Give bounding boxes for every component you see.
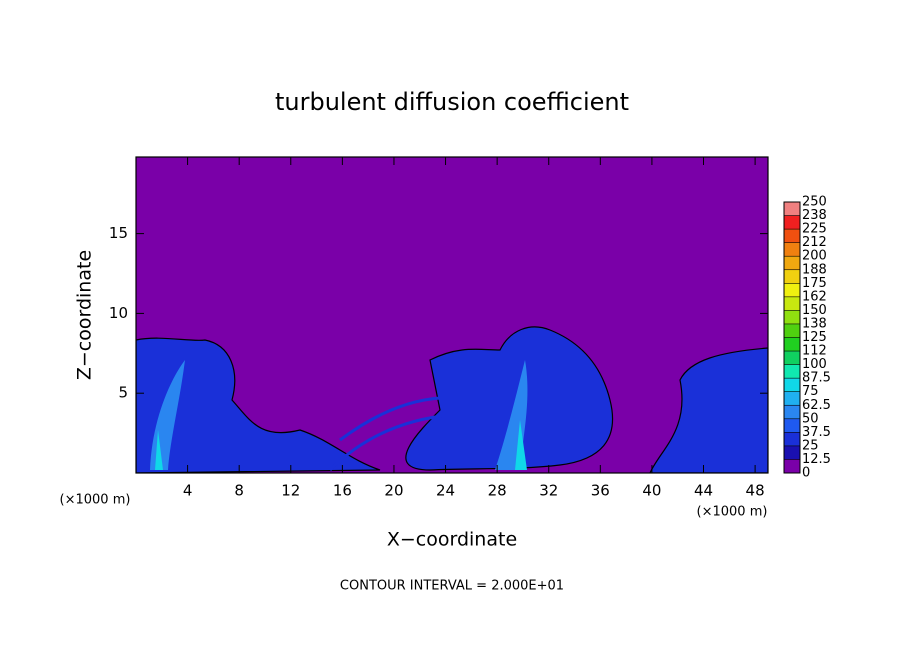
- colorbar-cell: [784, 323, 800, 338]
- x-tick-label: 48: [746, 482, 765, 500]
- x-tick-label: 4: [183, 482, 193, 500]
- colorbar-cell: [784, 337, 800, 352]
- plot-frame: [135, 156, 769, 474]
- turbulent-regions: [136, 326, 768, 473]
- x-tick-label: 40: [642, 482, 661, 500]
- x-unit: (×1000 m): [60, 493, 131, 508]
- colorbar-label: 37.5: [802, 425, 831, 440]
- colorbar-label: 75: [802, 384, 819, 399]
- x-axis-label: X−coordinate: [387, 529, 517, 551]
- region: [405, 326, 614, 471]
- colorbar-cell: [784, 202, 800, 216]
- colorbar-label: 138: [802, 316, 827, 331]
- colorbar-label: 87.5: [802, 371, 831, 386]
- colorbar-label: 50: [802, 411, 819, 426]
- colorbar-label: 200: [802, 249, 827, 264]
- ridge: [328, 396, 461, 472]
- colorbar-label: 212: [802, 235, 827, 250]
- colorbar-label: 0: [802, 466, 810, 481]
- streak: [515, 420, 527, 470]
- x-tick-label: 16: [333, 482, 352, 500]
- colorbar-label: 100: [802, 357, 827, 372]
- colorbar-cell: [784, 432, 800, 446]
- colorbar-cell: [784, 391, 800, 406]
- colorbar-label: 112: [802, 344, 827, 359]
- colorbar-label: 150: [802, 303, 827, 318]
- colorbar-label: 62.5: [802, 398, 831, 413]
- colorbar-cell: [784, 310, 800, 324]
- chart-title: turbulent diffusion coefficient: [275, 88, 629, 116]
- x-tick-label: 44: [694, 482, 713, 500]
- colorbar-cell: [784, 378, 800, 392]
- streak: [155, 430, 163, 470]
- colorbar-cell: [784, 418, 800, 433]
- colorbar-cell: [784, 405, 800, 419]
- x-tick-label: 20: [384, 482, 403, 500]
- y-axis-label: Z−coordinate: [74, 250, 96, 380]
- colorbar-cell: [784, 364, 800, 379]
- x-tick-label: 36: [591, 482, 610, 500]
- note: CONTOUR INTERVAL = 2.000E+01: [340, 579, 564, 594]
- x-tick-label: 24: [436, 482, 455, 500]
- colorbar-cell: [784, 296, 800, 311]
- colorbar-label: 225: [802, 222, 827, 237]
- colorbar-cell: [784, 269, 800, 284]
- colorbar-label: 25: [802, 438, 819, 453]
- y-tick-label: 10: [109, 304, 128, 322]
- y-tick-label: 5: [118, 384, 128, 402]
- x-tick-label: 28: [488, 482, 507, 500]
- x-tick-label: 12: [281, 482, 300, 500]
- x-tick-label: 8: [234, 482, 244, 500]
- colorbar-cell: [784, 283, 800, 297]
- colorbar-label: 175: [802, 276, 827, 291]
- colorbar-cell: [784, 351, 800, 365]
- colorbar-cell: [784, 459, 800, 473]
- colorbar-label: 125: [802, 330, 827, 345]
- x-tick-label: 32: [539, 482, 558, 500]
- colorbar-cell: [784, 445, 800, 460]
- colorbar-cell: [784, 229, 800, 243]
- colorbar-cell: [784, 215, 800, 230]
- region: [649, 347, 768, 473]
- colorbar-label: 162: [802, 289, 827, 304]
- colorbar-label: 250: [802, 195, 827, 210]
- colorbar-cell: [784, 256, 800, 270]
- colorbar-label: 12.5: [802, 452, 831, 467]
- colorbar-label: 238: [802, 208, 827, 223]
- x-unit: (×1000 m): [697, 505, 768, 520]
- colorbar-cell: [784, 242, 800, 257]
- region: [136, 337, 381, 473]
- y-tick-label: 15: [109, 224, 128, 242]
- colorbar-label: 188: [802, 262, 827, 277]
